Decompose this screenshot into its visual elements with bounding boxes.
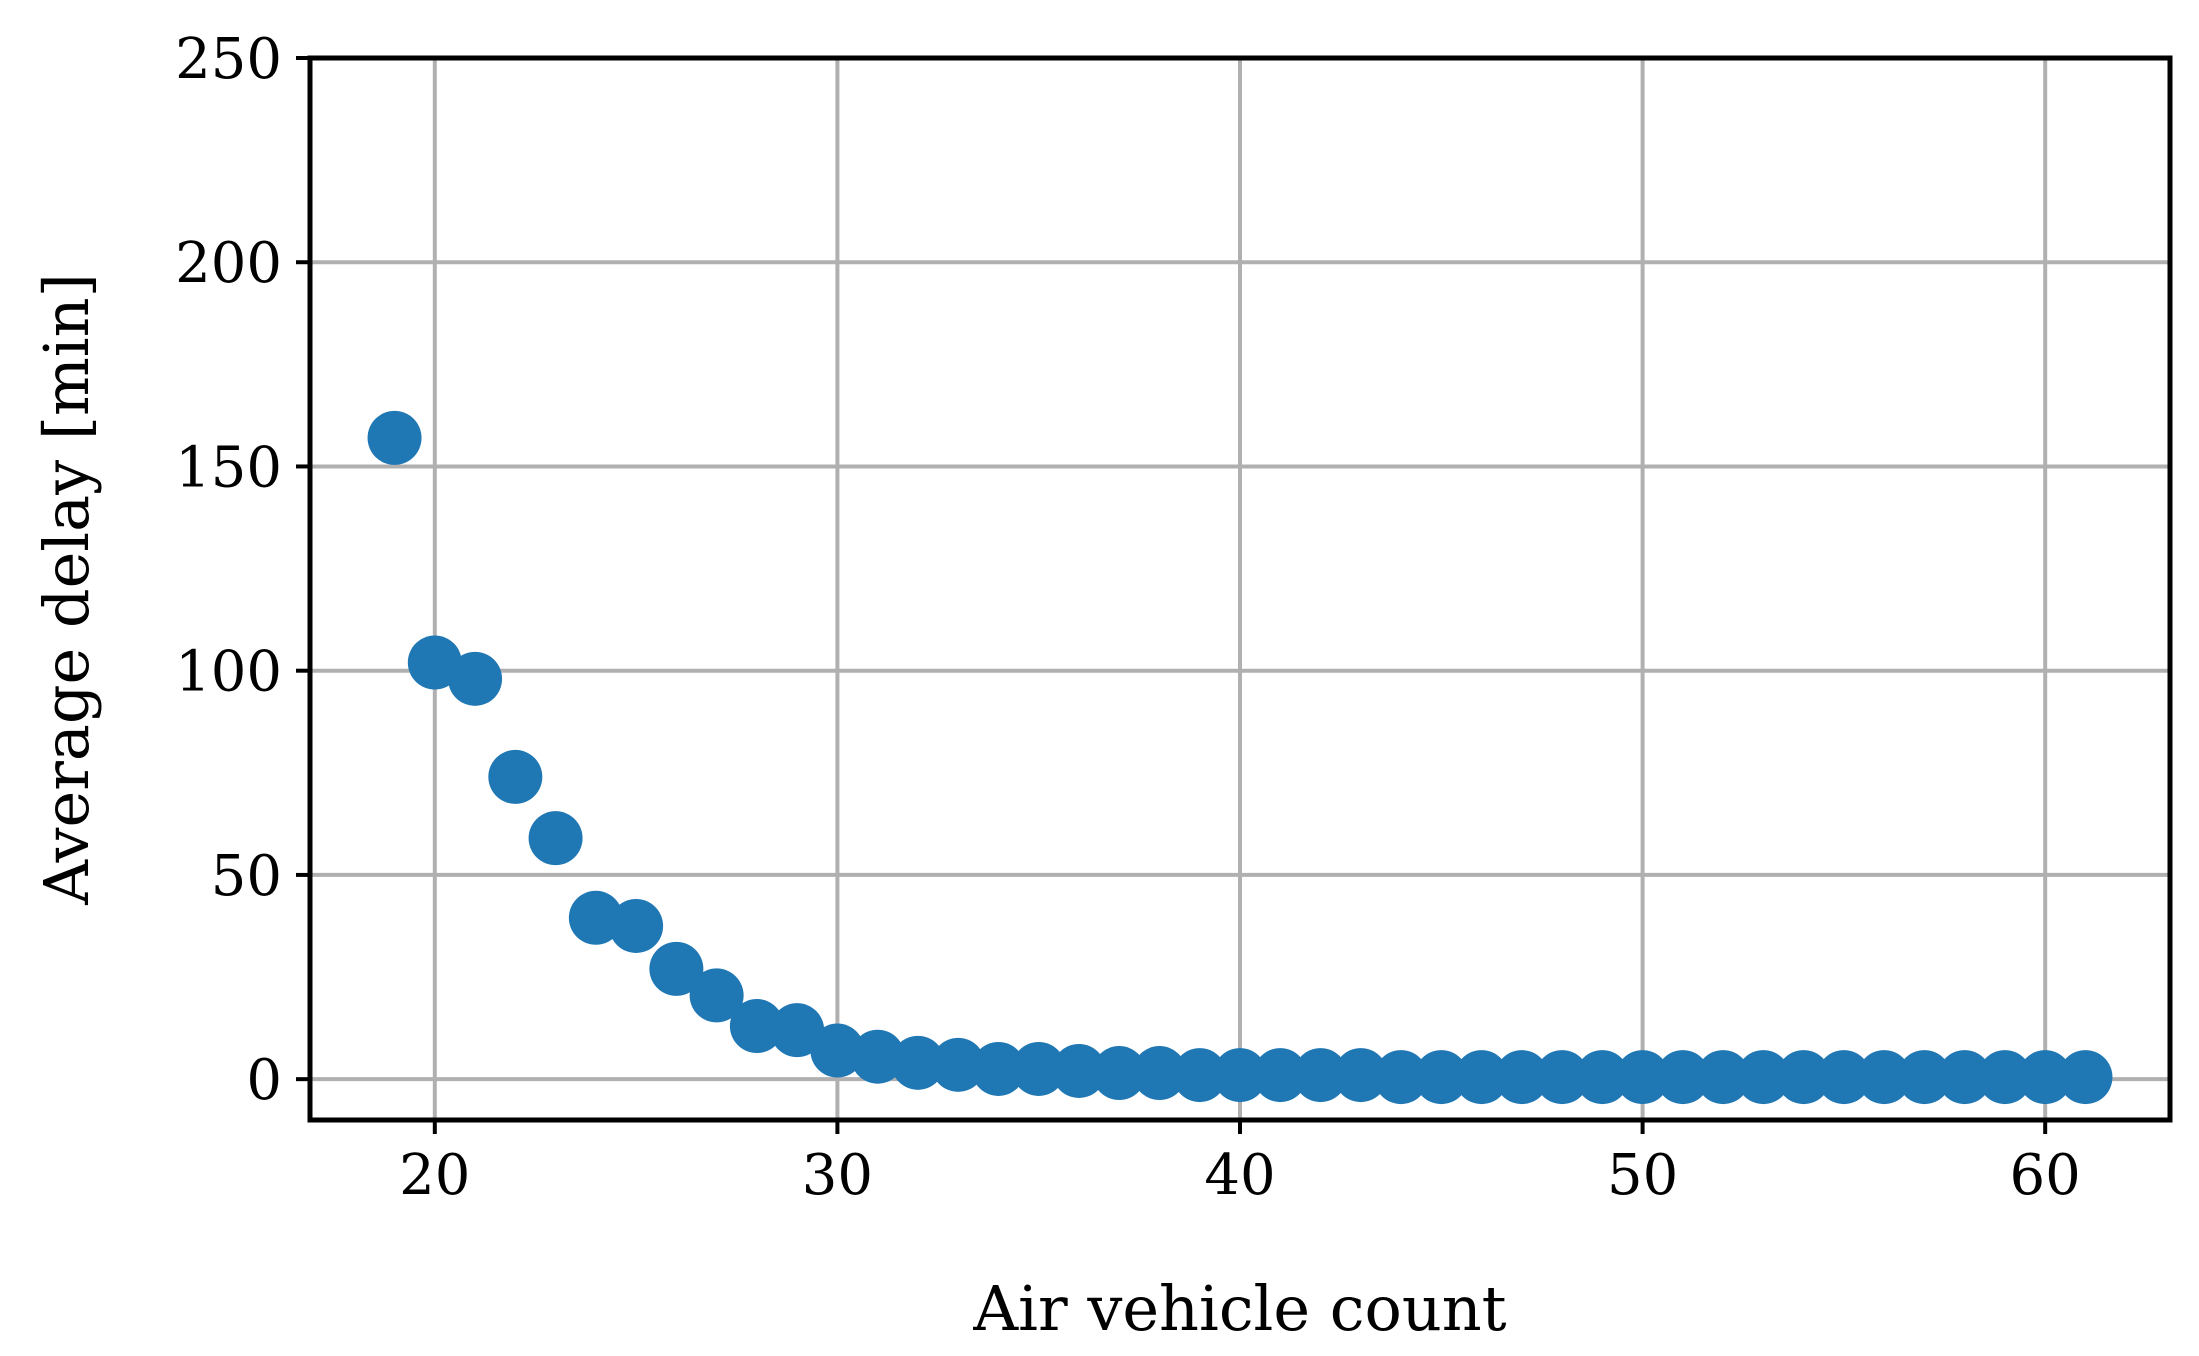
y-tick-label: 50 xyxy=(211,844,282,909)
y-tick-label: 200 xyxy=(175,231,282,296)
data-point xyxy=(1937,1050,1992,1105)
plot-frame xyxy=(307,55,2173,1123)
data-point xyxy=(528,811,583,866)
data-point xyxy=(1253,1048,1308,1103)
data-point xyxy=(890,1035,945,1090)
data-point xyxy=(1816,1050,1871,1105)
data-point xyxy=(1776,1050,1831,1105)
x-tick-label: 20 xyxy=(399,1143,470,1208)
data-point xyxy=(971,1041,1026,1096)
data-point xyxy=(1051,1043,1106,1098)
data-point xyxy=(1132,1046,1187,1101)
data-point xyxy=(1414,1050,1469,1105)
data-point xyxy=(1655,1050,1710,1105)
x-axis-label: Air vehicle count xyxy=(972,1272,1506,1345)
data-point xyxy=(1615,1050,1670,1105)
x-tick-label: 50 xyxy=(1607,1143,1678,1208)
x-tick-label: 60 xyxy=(2010,1143,2081,1208)
data-point xyxy=(810,1023,865,1078)
data-point xyxy=(2018,1050,2073,1105)
data-point xyxy=(568,890,623,945)
data-point xyxy=(1172,1048,1227,1103)
data-point xyxy=(1696,1050,1751,1105)
data-point xyxy=(1333,1048,1388,1103)
data-points xyxy=(367,410,2113,1105)
y-tick-label: 100 xyxy=(175,640,282,705)
axis-ticks: 20 30 40 50 60 0 50 100 150 200 250 xyxy=(175,27,2081,1208)
data-point xyxy=(367,410,422,465)
data-point xyxy=(1494,1050,1549,1105)
data-point xyxy=(1535,1050,1590,1105)
data-point xyxy=(1092,1046,1147,1101)
data-point xyxy=(1374,1050,1429,1105)
data-point xyxy=(850,1029,905,1084)
data-point xyxy=(729,999,784,1054)
x-tick-label: 40 xyxy=(1204,1143,1275,1208)
data-point xyxy=(1897,1050,1952,1105)
y-tick-label: 0 xyxy=(246,1048,282,1113)
data-point xyxy=(1213,1048,1267,1103)
data-point xyxy=(1857,1050,1912,1105)
data-point xyxy=(448,651,503,706)
data-point xyxy=(2058,1050,2113,1105)
data-point xyxy=(1011,1041,1066,1096)
data-point xyxy=(1575,1050,1630,1105)
grid-lines xyxy=(310,56,2170,1120)
data-point xyxy=(1977,1050,2032,1105)
data-point xyxy=(1293,1048,1348,1103)
data-point xyxy=(1454,1050,1509,1105)
data-point xyxy=(770,1003,825,1058)
data-point xyxy=(649,941,704,996)
data-point xyxy=(488,749,543,804)
data-point xyxy=(689,968,744,1023)
y-axis-label: Average delay [min] xyxy=(30,273,103,906)
x-tick-label: 30 xyxy=(802,1143,873,1208)
y-tick-label: 150 xyxy=(175,435,282,500)
data-point xyxy=(1736,1050,1791,1105)
data-point xyxy=(609,898,664,953)
y-tick-label: 250 xyxy=(175,27,282,92)
data-point xyxy=(931,1037,986,1092)
